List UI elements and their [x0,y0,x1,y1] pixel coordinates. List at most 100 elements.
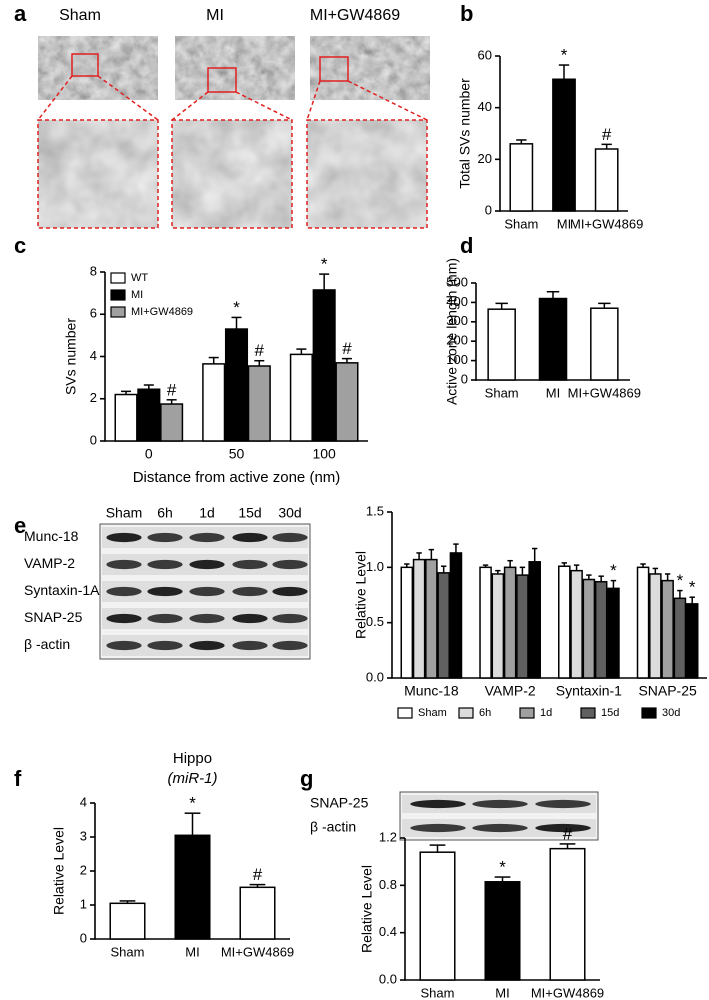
lane-label: 30d [278,505,301,521]
band [189,532,225,543]
x-tick-label: MI [546,385,560,400]
band [232,586,268,597]
bar [437,572,450,679]
legend-swatch [110,289,126,301]
x-tick-label: Sham [111,944,145,959]
legend-label: WT [131,272,148,284]
bar [239,886,276,940]
significance-mark: # [255,341,265,360]
bar [558,565,571,679]
y-tick-label: 60 [478,47,492,62]
legend-label: 30d [662,707,680,719]
significance-mark: * [561,46,568,65]
row-label: Syntaxin-1A [24,582,100,598]
significance-mark: * [499,858,506,877]
x-axis-label: Distance from active zone (nm) [133,469,341,486]
y-tick-label: 0 [90,432,97,447]
bar [594,580,608,679]
y-tick-label: 0 [80,930,87,945]
band [472,799,528,809]
x-tick-label: MI+GW4869 [570,216,643,231]
significance-mark: # [167,380,177,399]
significance-mark: # [342,339,352,358]
panel-letter: b [460,1,473,26]
image-label: MI+GW4869 [310,7,400,24]
band [147,586,183,597]
bar [516,574,529,679]
bar [247,365,271,442]
bar [224,328,249,442]
x-tick-label: SNAP-25 [638,683,697,699]
band [272,532,308,543]
panel-letter: a [14,1,27,26]
bar [594,148,619,212]
y-axis-label: Active zone length (nm) [444,258,460,405]
bar [685,603,699,679]
y-tick-label: 2 [80,862,87,877]
x-tick-label: MI [185,944,199,959]
bar [509,143,534,212]
y-tick-label: 0 [485,202,492,217]
bar [528,561,541,679]
bar [673,597,687,679]
x-tick-label: MI+GW4869 [531,985,604,1000]
bar [538,297,568,381]
legend-label: Sham [418,707,447,719]
band [272,613,308,624]
band [106,559,142,570]
x-tick-label: Syntaxin-1 [556,683,622,699]
band [147,532,183,543]
bar [114,393,138,442]
y-tick-label: 0.0 [366,669,384,684]
bar [160,403,184,442]
lane-label: 6h [157,505,173,521]
x-tick-label: Sham [504,216,538,231]
bar [202,363,226,442]
bar [109,902,146,940]
lane-label: 1d [199,505,215,521]
x-tick-label: Sham [485,385,519,400]
western-blot [99,523,311,660]
chart-subtitle: (miR-1) [168,770,218,787]
band [232,532,268,543]
x-tick-label: MI+GW4869 [221,944,294,959]
bar [549,847,586,981]
significance-mark: * [321,255,328,274]
legend-label: 15d [601,707,619,719]
y-tick-label: 20 [478,151,492,166]
bar [289,353,313,442]
band [147,613,183,624]
band [410,823,466,833]
significance-mark: # [563,824,573,843]
bar [649,573,662,679]
y-tick-label: 1 [80,896,87,911]
band [189,640,225,651]
y-axis-label: SVs number [63,318,79,395]
y-tick-label: 1.2 [379,829,397,844]
bar [636,566,650,679]
panel-letter: e [14,513,26,538]
band [272,559,308,570]
y-tick-label: 400 [446,294,468,309]
y-axis-label: Relative Level [51,827,67,915]
y-tick-label: 0.4 [379,924,397,939]
bar [335,362,359,442]
y-tick-label: 8 [90,263,97,278]
x-tick-label: Sham [421,985,455,1000]
band [147,559,183,570]
row-label: SNAP-25 [310,795,369,811]
bar [607,587,620,679]
y-tick-label: 200 [446,333,468,348]
y-tick-label: 0 [461,371,468,386]
y-axis-label: Relative Level [359,865,375,953]
bar [503,566,517,679]
bar [590,307,619,381]
western-blot [399,791,599,841]
image-label: Sham [59,7,101,24]
panel-letter: d [460,233,473,258]
band [472,823,528,833]
x-tick-label: Munc-18 [404,683,459,699]
legend-label: 6h [479,707,491,719]
bar [661,579,674,679]
band [106,640,142,651]
